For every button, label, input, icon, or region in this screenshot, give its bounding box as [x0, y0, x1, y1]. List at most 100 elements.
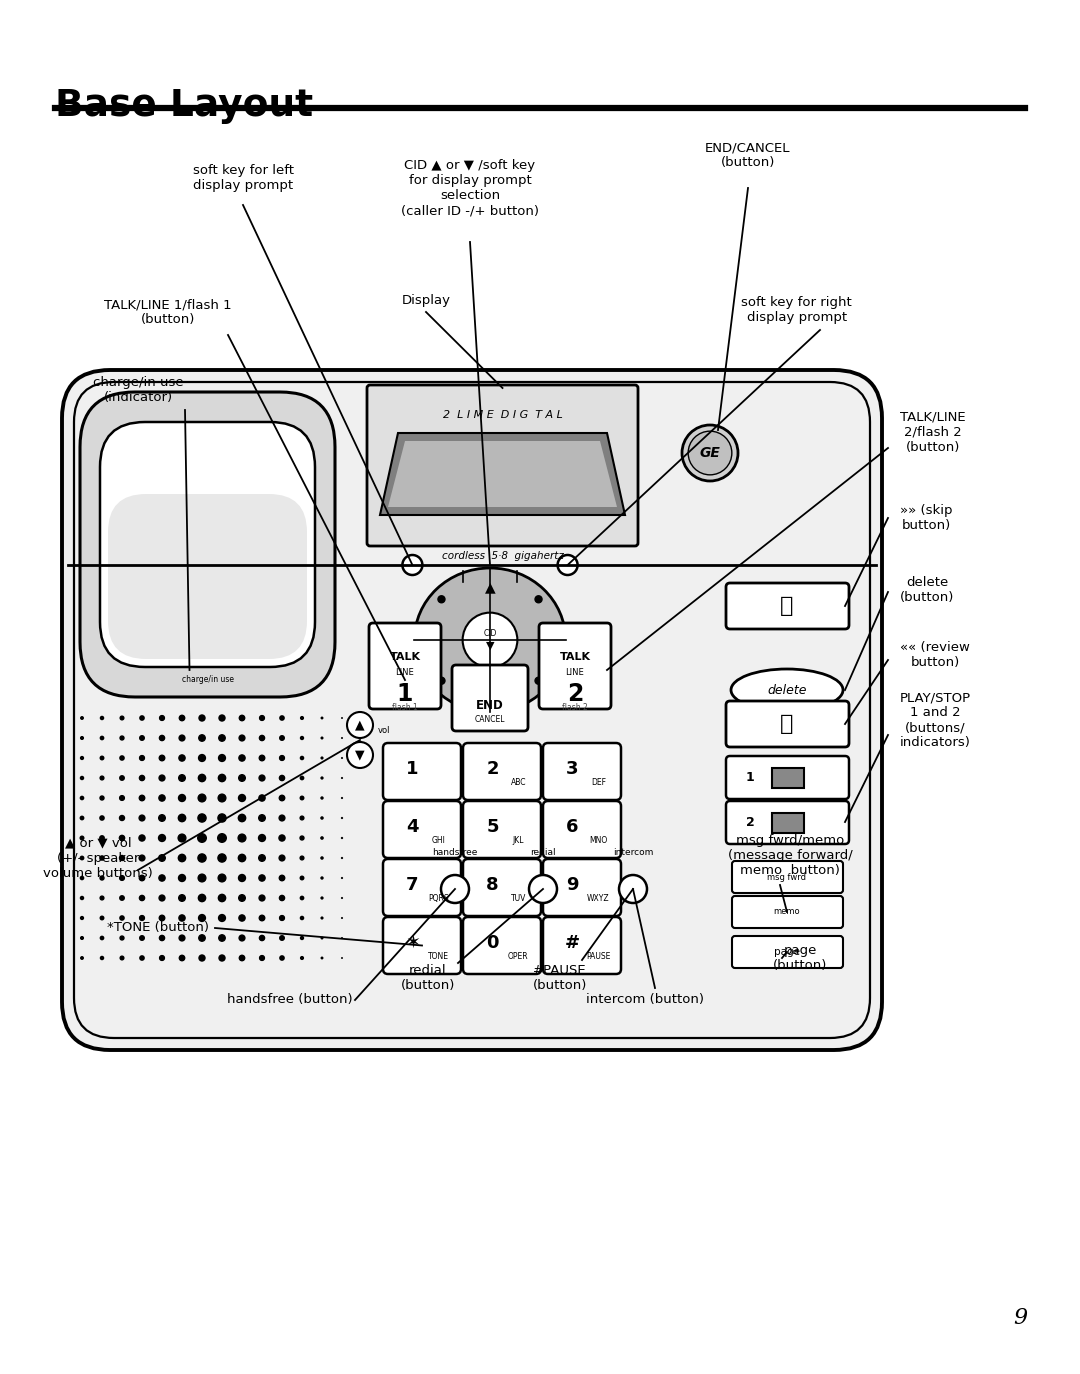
Circle shape: [321, 757, 323, 758]
Circle shape: [199, 955, 205, 960]
Circle shape: [259, 955, 265, 960]
Circle shape: [120, 956, 124, 960]
Text: END/CANCEL
(button): END/CANCEL (button): [705, 142, 791, 169]
Bar: [772, 813, 804, 833]
Text: 3: 3: [566, 760, 579, 778]
Circle shape: [300, 835, 303, 840]
Circle shape: [159, 915, 165, 921]
Circle shape: [139, 835, 145, 841]
Text: ⏭: ⏭: [781, 596, 794, 616]
Text: 5: 5: [486, 818, 499, 837]
Circle shape: [280, 735, 284, 741]
Circle shape: [199, 735, 205, 741]
Circle shape: [259, 756, 265, 761]
Text: TUV: TUV: [511, 894, 526, 903]
Circle shape: [441, 875, 469, 903]
Text: flash 1: flash 1: [392, 703, 418, 712]
Circle shape: [100, 756, 104, 760]
Circle shape: [139, 936, 145, 940]
Circle shape: [347, 742, 373, 768]
Text: msg fwrd: msg fwrd: [768, 872, 807, 882]
Circle shape: [321, 797, 323, 800]
Circle shape: [300, 717, 303, 720]
Circle shape: [218, 853, 226, 861]
FancyBboxPatch shape: [369, 622, 441, 709]
Text: ▲: ▲: [355, 719, 365, 731]
Circle shape: [218, 794, 226, 802]
Circle shape: [120, 776, 124, 780]
Text: flash 2: flash 2: [562, 703, 588, 712]
Circle shape: [100, 796, 104, 800]
Circle shape: [300, 856, 303, 860]
Text: 6: 6: [566, 818, 579, 837]
Bar: [772, 768, 804, 789]
FancyBboxPatch shape: [463, 859, 541, 916]
Text: *TONE (button): *TONE (button): [107, 922, 210, 934]
Circle shape: [198, 874, 206, 882]
FancyBboxPatch shape: [367, 385, 638, 545]
Circle shape: [239, 915, 245, 921]
Circle shape: [300, 896, 303, 900]
Circle shape: [160, 936, 164, 941]
Circle shape: [198, 813, 206, 822]
Text: ✶: ✶: [405, 934, 420, 952]
Circle shape: [178, 834, 186, 842]
Circle shape: [259, 855, 266, 861]
Circle shape: [321, 916, 323, 919]
Circle shape: [239, 894, 245, 901]
Circle shape: [280, 796, 285, 801]
Circle shape: [139, 775, 145, 780]
Circle shape: [139, 815, 145, 820]
Circle shape: [199, 915, 205, 922]
Circle shape: [300, 877, 303, 879]
FancyBboxPatch shape: [543, 859, 621, 916]
FancyBboxPatch shape: [543, 743, 621, 800]
Circle shape: [280, 775, 285, 780]
Circle shape: [218, 834, 227, 842]
Circle shape: [259, 775, 265, 780]
Circle shape: [321, 937, 323, 938]
Circle shape: [159, 796, 165, 801]
Text: 7: 7: [406, 877, 419, 894]
Circle shape: [321, 717, 323, 719]
Text: GHI: GHI: [431, 835, 445, 845]
Circle shape: [81, 916, 83, 919]
Text: 9: 9: [1013, 1307, 1027, 1329]
Circle shape: [321, 837, 323, 840]
Circle shape: [198, 834, 206, 842]
Text: redial
(button): redial (button): [401, 965, 455, 992]
Circle shape: [300, 937, 303, 940]
Circle shape: [140, 956, 144, 960]
Circle shape: [438, 596, 445, 603]
Circle shape: [259, 735, 265, 741]
Circle shape: [300, 916, 303, 919]
Circle shape: [100, 896, 104, 900]
Circle shape: [259, 936, 265, 941]
Circle shape: [529, 875, 557, 903]
Circle shape: [80, 877, 83, 879]
Text: WXYZ: WXYZ: [588, 894, 609, 903]
Text: TONE: TONE: [428, 952, 449, 960]
Text: TALK/LINE
2/flash 2
(button): TALK/LINE 2/flash 2 (button): [900, 411, 966, 453]
Circle shape: [300, 816, 303, 820]
Circle shape: [321, 738, 323, 739]
Circle shape: [300, 796, 303, 800]
Text: vol: vol: [378, 725, 391, 735]
Text: redial: redial: [530, 848, 556, 857]
Ellipse shape: [415, 567, 566, 712]
Circle shape: [239, 775, 245, 782]
Circle shape: [120, 835, 124, 841]
Circle shape: [178, 855, 186, 861]
Circle shape: [179, 735, 185, 741]
Circle shape: [403, 555, 422, 574]
Circle shape: [240, 716, 245, 721]
Circle shape: [99, 835, 104, 841]
Circle shape: [280, 716, 284, 720]
Circle shape: [120, 856, 124, 860]
Circle shape: [300, 776, 303, 779]
Text: charge/in use
(indicator): charge/in use (indicator): [93, 376, 184, 404]
Text: OPER: OPER: [508, 952, 528, 960]
Text: JKL: JKL: [513, 835, 524, 845]
Circle shape: [279, 855, 285, 861]
FancyBboxPatch shape: [383, 859, 461, 916]
